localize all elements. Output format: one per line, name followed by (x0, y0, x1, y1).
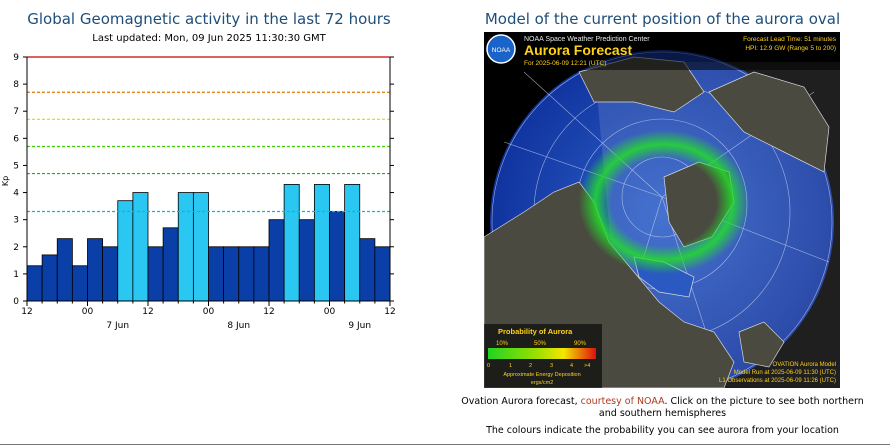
y-axis-label: Kp (1, 176, 10, 186)
y-tick-label: 1 (13, 270, 19, 280)
model-run: Model Run at 2025-06-09 11:30 (UTC) (734, 370, 836, 376)
kp-bar (177, 192, 194, 302)
kp-chart-title: Global Geomagnetic activity in the last … (27, 10, 391, 28)
legend-pct-50: 50% (534, 341, 547, 347)
kp-bar (71, 265, 88, 302)
aurora-forecast-map[interactable]: NOAA NOAA Space Weather Prediction Cente… (484, 32, 840, 388)
aurora-heading: Aurora Forecast (524, 42, 632, 58)
y-tick-label: 0 (13, 297, 19, 307)
x-tick-label: 12 (142, 307, 153, 317)
x-day-label: 7 Jun (106, 321, 129, 331)
y-tick-label: 7 (13, 107, 19, 117)
legend-scale-1: 1 (509, 363, 512, 369)
legend-scale-3: 3 (550, 363, 553, 369)
lead-time: Forecast Lead Time: 51 minutes (743, 36, 837, 43)
forecast-for: For 2025-06-09 12:21 (UTC) (524, 60, 606, 67)
legend-scale-2: 2 (529, 363, 532, 369)
legend-scale-0: 0 (487, 363, 490, 369)
kp-bar (147, 246, 164, 302)
kp-bar (329, 211, 346, 302)
legend-scale-4: 4 (570, 363, 573, 369)
caption-text-after: . Click on the picture to see both north… (598, 396, 864, 419)
kp-bar (253, 246, 270, 302)
kp-bar (374, 246, 391, 302)
kp-bar (41, 254, 58, 302)
kp-bar (102, 246, 119, 302)
x-day-label: 8 Jun (227, 321, 250, 331)
legend-pct-90: 90% (574, 341, 587, 347)
kp-bar (162, 227, 179, 302)
x-tick-label: 12 (263, 307, 274, 317)
bottom-divider (0, 444, 890, 445)
y-tick-label: 6 (13, 134, 19, 144)
y-tick-label: 3 (13, 216, 19, 226)
legend-color-scale (488, 348, 596, 359)
kp-bar (268, 219, 285, 302)
x-tick-label: 12 (384, 307, 395, 317)
kp-bar (117, 200, 134, 302)
legend-scale-5: >4 (584, 363, 590, 369)
noaa-link[interactable]: courtesy of NOAA (580, 396, 665, 407)
last-updated: Last updated: Mon, 09 Jun 2025 11:30:30 … (92, 33, 326, 44)
kp-bar (87, 238, 104, 302)
kp-bar (298, 219, 315, 302)
legend-title: Probability of Aurora (498, 327, 573, 336)
aurora-caption: Ovation Aurora forecast, courtesy of NOA… (455, 396, 870, 420)
legend-units: ergs/cm2 (531, 380, 554, 386)
x-tick-label: 00 (324, 307, 336, 317)
l1-observations: L1 Observations at 2025-06-09 11:26 (UTC… (719, 378, 836, 384)
hpi: HPI: 12.9 GW (Range 5 to 200) (745, 45, 836, 52)
noaa-logo: NOAA (492, 47, 511, 54)
caption-text-before: Ovation Aurora forecast, (461, 396, 581, 407)
kp-bar (208, 246, 225, 302)
y-tick-label: 4 (13, 189, 19, 199)
kp-bar (26, 265, 43, 302)
kp-bar (192, 192, 209, 302)
y-tick-label: 8 (13, 80, 19, 90)
legend-caption: Approximate Energy Deposition (503, 372, 580, 378)
legend-pct-10: 10% (496, 341, 509, 347)
x-tick-label: 00 (82, 307, 94, 317)
x-day-label: 9 Jun (348, 321, 371, 331)
y-tick-label: 5 (13, 161, 19, 171)
kp-bar (238, 246, 255, 302)
kp-bar (283, 184, 300, 302)
y-tick-label: 2 (13, 243, 19, 253)
kp-bar (56, 238, 73, 302)
kp-bar (359, 238, 376, 302)
aurora-title: Model of the current position of the aur… (484, 10, 841, 28)
model-name: OVATION Aurora Model (773, 362, 836, 368)
aurora-caption-line2: The colours indicate the probability you… (486, 425, 839, 436)
kp-bar (223, 246, 240, 302)
kp-bar (344, 184, 361, 302)
kp-bar (132, 192, 149, 302)
noaa-center: NOAA Space Weather Prediction Center (524, 36, 650, 43)
x-tick-label: 00 (203, 307, 215, 317)
kp-bar (313, 184, 330, 302)
y-tick-label: 9 (13, 53, 19, 63)
x-tick-label: 12 (21, 307, 32, 317)
